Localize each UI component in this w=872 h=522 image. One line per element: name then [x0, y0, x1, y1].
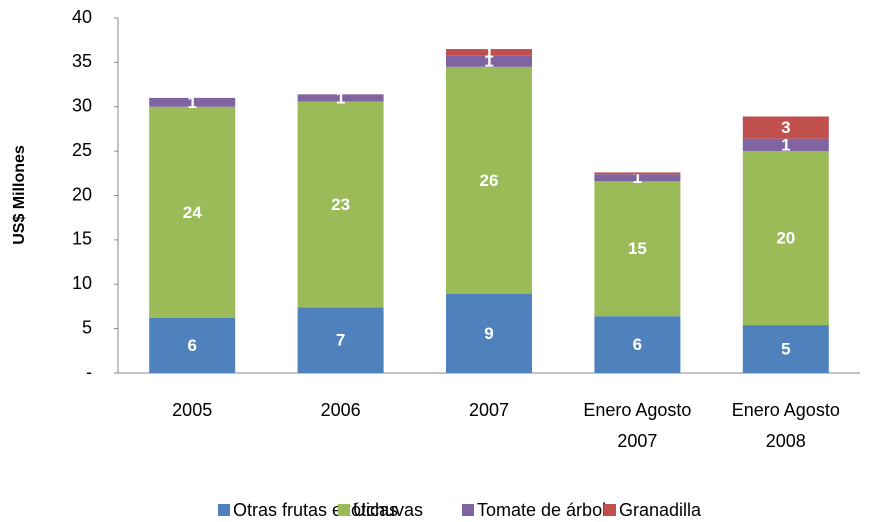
data-label: 5 [781, 340, 790, 359]
data-label: 7 [336, 331, 345, 350]
x-tick-label: Enero Agosto 2008 [732, 400, 840, 451]
bar-segment [742, 116, 829, 139]
data-label: 6 [187, 336, 196, 355]
legend-swatch [218, 504, 230, 516]
bar-segment [446, 294, 532, 373]
bar-segment [742, 325, 829, 373]
data-label: 3 [781, 118, 790, 137]
bar-segment [446, 49, 532, 56]
data-label: 9 [484, 324, 493, 343]
y-tick-label: 40 [72, 7, 92, 27]
bar-segment [594, 172, 681, 175]
legend-label: Granadilla [619, 500, 702, 520]
data-label: 15 [628, 239, 647, 258]
y-tick-label: 35 [72, 51, 92, 71]
data-label: 1 [336, 88, 345, 107]
bar-segment [742, 138, 829, 152]
bar-segment [149, 317, 236, 373]
bar-segment [297, 307, 384, 373]
x-tick-label: 2007 [469, 400, 509, 420]
data-label: 24 [183, 203, 202, 222]
data-label: 23 [331, 195, 350, 214]
legend-label: Uchuvas [353, 500, 423, 520]
data-label: 26 [480, 171, 499, 190]
legend-swatch [462, 504, 474, 516]
data-label: 1 [484, 43, 493, 62]
y-tick-label: 25 [72, 140, 92, 160]
bar-segment [594, 316, 681, 373]
y-tick-label: - [86, 362, 92, 382]
data-label: 1 [781, 135, 790, 154]
legend-swatch [604, 504, 616, 516]
y-tick-label: 5 [82, 317, 92, 337]
bar-segment [149, 97, 236, 107]
x-tick-label: 2006 [321, 400, 361, 420]
data-label: 1 [484, 52, 493, 71]
data-label: 6 [633, 335, 642, 354]
y-tick-label: 30 [72, 96, 92, 116]
legend-label: Tomate de árbol [477, 500, 606, 520]
bar-segment [149, 106, 236, 318]
data-label: 20 [776, 229, 795, 248]
legend-label: Otras frutas exóticas [233, 500, 398, 520]
y-tick-label: 20 [72, 184, 92, 204]
bar-segment [446, 55, 532, 67]
data-label: 1 [633, 168, 642, 187]
y-tick-label: 10 [72, 273, 92, 293]
bar-segment [297, 94, 384, 102]
y-axis-label: US$ Millones [11, 145, 28, 245]
x-tick-label: 2005 [172, 400, 212, 420]
bar-segment [594, 174, 681, 182]
bar-segment [446, 66, 532, 295]
data-label: 1 [187, 93, 196, 112]
bar-segment [594, 181, 681, 317]
legend-swatch [338, 504, 350, 516]
y-tick-label: 15 [72, 229, 92, 249]
bar-segment [742, 151, 829, 326]
bar-segment [297, 101, 384, 308]
x-tick-label: Enero Agosto 2007 [583, 400, 691, 451]
